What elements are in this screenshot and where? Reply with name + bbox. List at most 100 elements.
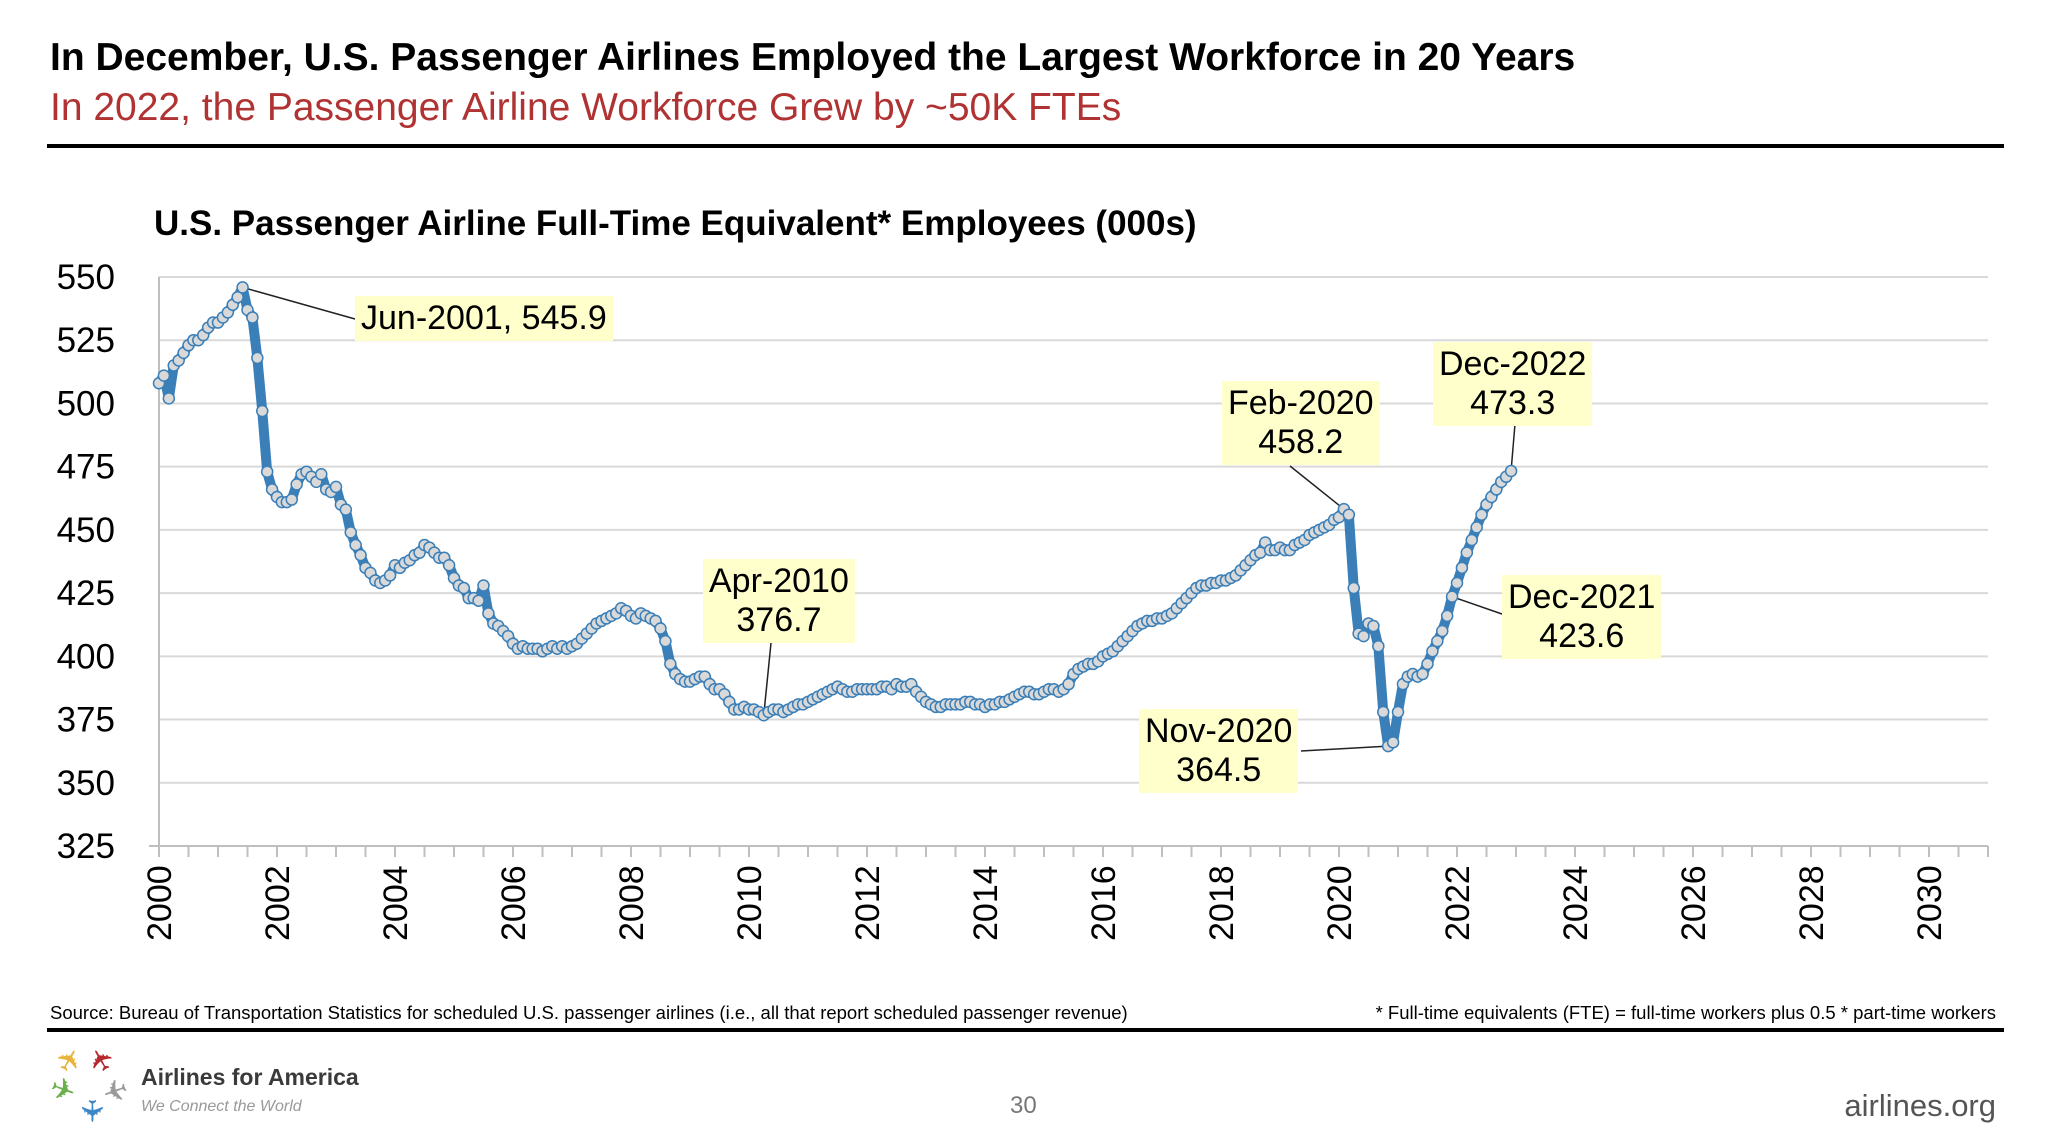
series-line (154, 282, 1517, 752)
annotation-leader-line (763, 642, 772, 716)
annotation-leaders (242, 286, 1516, 752)
y-tick-label: 475 (57, 448, 115, 487)
y-tick-label: 500 (57, 384, 115, 423)
data-point-marker (477, 579, 490, 592)
data-point-marker (315, 468, 328, 481)
data-point-marker (157, 369, 171, 382)
y-tick-label: 550 (57, 258, 115, 297)
data-point-marker (256, 404, 269, 418)
x-tick-label: 2028 (1793, 865, 1831, 941)
data-point-marker (1347, 581, 1360, 595)
x-tick-labels: 2000 2002 2004 2006 2008 2010 2012 2014 2016 2018… (141, 865, 1949, 941)
data-point-marker (1357, 629, 1370, 643)
data-point-marker (349, 538, 362, 552)
x-tick-label: 2016 (1085, 865, 1123, 941)
data-point-marker (1450, 576, 1464, 590)
page-title: In December, U.S. Passenger Airlines Emp… (50, 36, 1576, 79)
data-point-marker (482, 607, 495, 620)
gridlines (159, 276, 1988, 784)
website-link[interactable]: airlines.org (1844, 1088, 1996, 1123)
x-tick-label: 2010 (731, 865, 769, 941)
data-point-marker (383, 569, 397, 582)
data-point-marker (1465, 533, 1478, 547)
x-tick-label: 2026 (1675, 865, 1713, 941)
annotation-dec-2021: Dec-2021 423.6 (1502, 575, 1662, 659)
footer-divider (47, 1028, 2004, 1032)
data-point-marker (1372, 639, 1385, 653)
data-point-marker (654, 622, 667, 635)
x-tick-label: 2018 (1203, 865, 1241, 941)
data-point-marker (442, 559, 456, 572)
data-point-marker (260, 465, 274, 478)
logo-tagline: We Connect the World (141, 1098, 302, 1115)
x-tick-label: 2022 (1439, 865, 1477, 941)
x-tick-label: 2012 (849, 865, 887, 941)
data-point-marker (457, 581, 471, 595)
annotation-leader-line (1510, 423, 1516, 472)
y-tick-label: 325 (57, 827, 115, 866)
data-point-marker (1504, 464, 1518, 478)
data-point-marker (246, 311, 259, 324)
annotation-leader-line (1451, 595, 1503, 615)
data-point-marker (1431, 634, 1444, 648)
annotation-leader-line (1300, 745, 1389, 752)
x-tick-label: 2024 (1557, 865, 1595, 941)
data-point-marker (1421, 657, 1434, 671)
data-point-marker (1416, 667, 1429, 681)
x-tick-label: 2030 (1911, 865, 1949, 941)
data-point-marker (354, 548, 367, 562)
data-point-marker (251, 351, 264, 365)
annotation-feb-2020: Feb-2020 458.2 (1222, 381, 1380, 465)
x-tick-label: 2000 (141, 865, 179, 941)
annotation-low-apr-2010: Apr-2010 376.7 (703, 559, 855, 643)
data-point-marker (329, 480, 343, 494)
y-tick-labels: 325 350 375 400 425 450 475 500 525 550 (57, 258, 115, 866)
source-note: Source: Bureau of Transportation Statist… (50, 1002, 1128, 1023)
data-point-marker (1440, 609, 1454, 623)
data-point-marker (1436, 624, 1449, 638)
data-point-marker (1455, 561, 1469, 575)
data-point-marker (285, 493, 298, 506)
data-point-marker (1342, 508, 1356, 521)
data-point-marker (290, 478, 303, 491)
y-tick-label: 525 (57, 321, 115, 360)
x-tick-label: 2006 (495, 865, 533, 941)
data-point-marker (1062, 677, 1075, 691)
y-tick-label: 375 (57, 701, 115, 740)
data-point-marker (1426, 645, 1439, 658)
annotation-nov-2020: Nov-2020 364.5 (1139, 709, 1299, 793)
airlines-for-america-logo-icon: ✈ ✈ ✈ ✈ ✈ (45, 1040, 133, 1124)
page-number: 30 (1010, 1092, 1037, 1119)
data-point-marker (236, 281, 249, 294)
logo-name: Airlines for America (141, 1064, 359, 1090)
data-point-marker (344, 526, 357, 539)
y-tick-label: 450 (57, 511, 115, 550)
data-point-marker (1475, 508, 1488, 521)
data-point-marker (1386, 736, 1400, 749)
page-subtitle: In 2022, the Passenger Airline Workforce… (50, 86, 1122, 129)
annotation-leader-line (242, 286, 356, 320)
x-tick-label: 2008 (613, 865, 651, 941)
x-tick-label: 2020 (1321, 865, 1359, 941)
data-point-marker (231, 290, 244, 304)
data-point-marker (472, 594, 485, 607)
x-tick-label: 2002 (259, 865, 297, 941)
annotation-leader-line (1289, 465, 1345, 510)
header-divider (47, 144, 2004, 148)
annotation-peak-jun-2001: Jun-2001, 545.9 (355, 296, 613, 341)
y-tick-label: 350 (57, 764, 115, 803)
data-point-marker (1460, 546, 1474, 559)
data-point-marker (339, 503, 353, 516)
data-point-marker (1391, 705, 1405, 719)
x-tick-label: 2004 (377, 865, 415, 941)
chart-title: U.S. Passenger Airline Full-Time Equival… (154, 204, 1197, 243)
data-point-marker (1377, 705, 1390, 719)
data-point-marker (1445, 590, 1459, 603)
data-point-marker (664, 657, 677, 671)
data-point-marker (1367, 619, 1380, 633)
axes (149, 277, 1989, 857)
data-point-marker (162, 392, 176, 405)
annotation-dec-2022: Dec-2022 473.3 (1433, 342, 1593, 426)
y-tick-label: 425 (57, 574, 115, 613)
